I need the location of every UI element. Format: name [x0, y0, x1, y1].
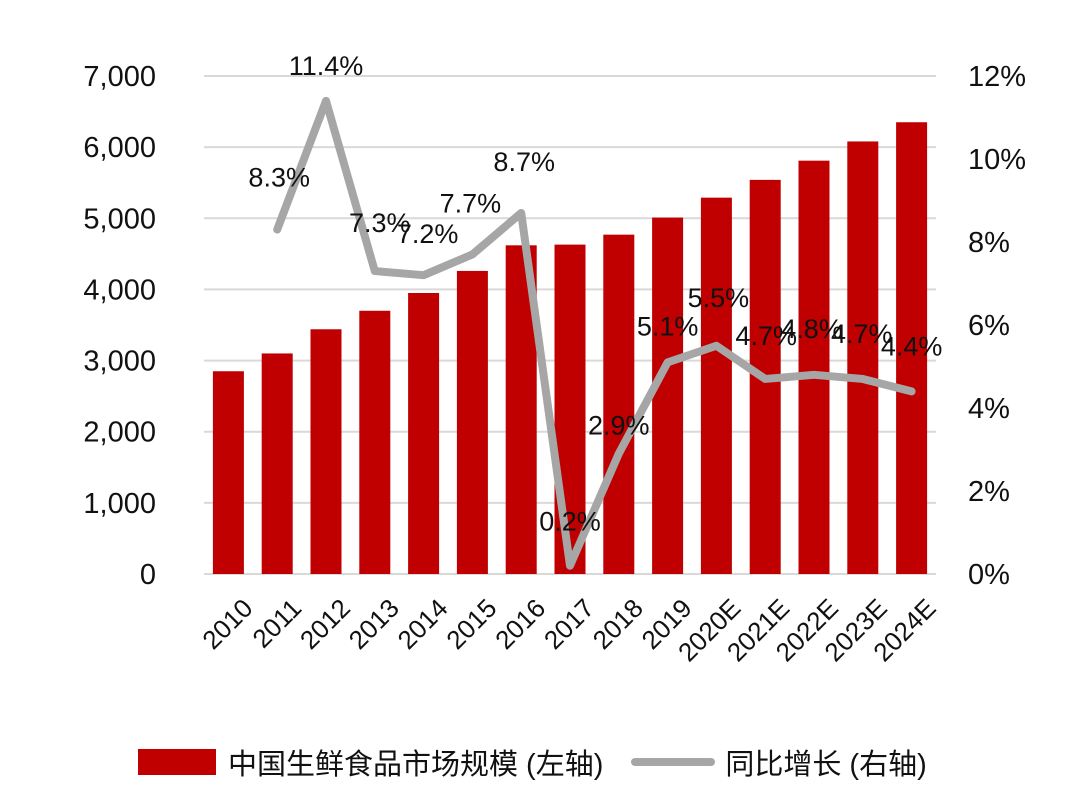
line-data-label: 8.3% [248, 163, 310, 193]
line-series [273, 96, 916, 570]
bar [798, 160, 830, 574]
left-tick-label: 2,000 [83, 417, 156, 449]
bar [212, 371, 244, 574]
x-tick-label: 2012 [294, 593, 356, 655]
x-tick-label: 2011 [246, 593, 307, 654]
x-tick-label: 2017 [538, 593, 600, 655]
data-labels: 8.3% 11.4% 7.3%7.2%7.7% 8.7% 0.2% 2.9% 5.1%5.5… [248, 51, 942, 537]
bar [310, 329, 342, 574]
bar [700, 197, 732, 574]
bar-series [212, 122, 928, 575]
line-data-label: 5.5% [688, 283, 750, 313]
growth-line [273, 96, 916, 570]
line-data-label: 7.2% [397, 219, 459, 249]
right-tick-label: 10% [968, 144, 1026, 176]
right-tick-label: 2% [968, 476, 1010, 508]
bar [603, 234, 635, 575]
legend-bar-label: 中国生鲜食品市场规模 (左轴) [228, 749, 604, 781]
line-data-label: 5.1% [637, 311, 699, 341]
right-axis: 0% 2% 4% 6% 8% 10% 12% [968, 61, 1026, 591]
line-data-label: 4.7% [735, 321, 797, 351]
left-tick-label: 0 [140, 559, 156, 591]
line-data-label: 4.8% [781, 314, 843, 344]
bar [847, 141, 879, 575]
left-tick-label: 4,000 [83, 274, 156, 306]
left-tick-label: 7,000 [83, 61, 156, 93]
line-data-label: 11.4% [289, 51, 364, 81]
line-data-label: 7.7% [440, 188, 502, 218]
left-axis: 0 1,000 2,000 3,000 4,000 5,000 6,000 7,000 [83, 61, 156, 591]
right-tick-label: 8% [968, 227, 1010, 259]
right-tick-label: 12% [968, 61, 1026, 93]
line-data-label: 2.9% [588, 411, 650, 441]
left-tick-label: 6,000 [83, 132, 156, 164]
x-tick-label: 2016 [489, 593, 551, 655]
bar [652, 217, 684, 574]
right-tick-label: 6% [968, 310, 1010, 342]
legend: 中国生鲜食品市场规模 (左轴) 同比增长 (右轴) [138, 740, 927, 784]
line-data-label: 8.7% [493, 147, 555, 177]
bar [456, 270, 488, 574]
line-data-label: 7.3% [349, 208, 411, 238]
x-tick-label: 2014 [392, 593, 454, 655]
line-data-label: 4.4% [881, 331, 943, 361]
bar [896, 122, 928, 574]
bar [408, 292, 440, 574]
x-tick-label: 2018 [587, 593, 649, 655]
bar [261, 353, 293, 574]
legend-bar-swatch [138, 749, 216, 775]
right-tick-label: 0% [968, 559, 1010, 591]
legend-line-label: 同比增长 (右轴) [725, 749, 927, 781]
legend-line-swatch [631, 758, 716, 766]
x-axis: 2010201120122013201420152016201720182019… [196, 593, 941, 667]
bar [359, 310, 391, 574]
left-tick-label: 5,000 [83, 203, 156, 235]
line-data-label: 4.7% [831, 319, 893, 349]
x-tick-label: 2015 [440, 593, 502, 655]
right-tick-label: 4% [968, 393, 1010, 425]
line-data-label: 0.2% [539, 507, 601, 537]
left-tick-label: 1,000 [83, 488, 156, 520]
x-tick-label: 2013 [343, 593, 405, 655]
left-tick-label: 3,000 [83, 346, 156, 378]
x-tick-label: 2010 [196, 593, 258, 655]
